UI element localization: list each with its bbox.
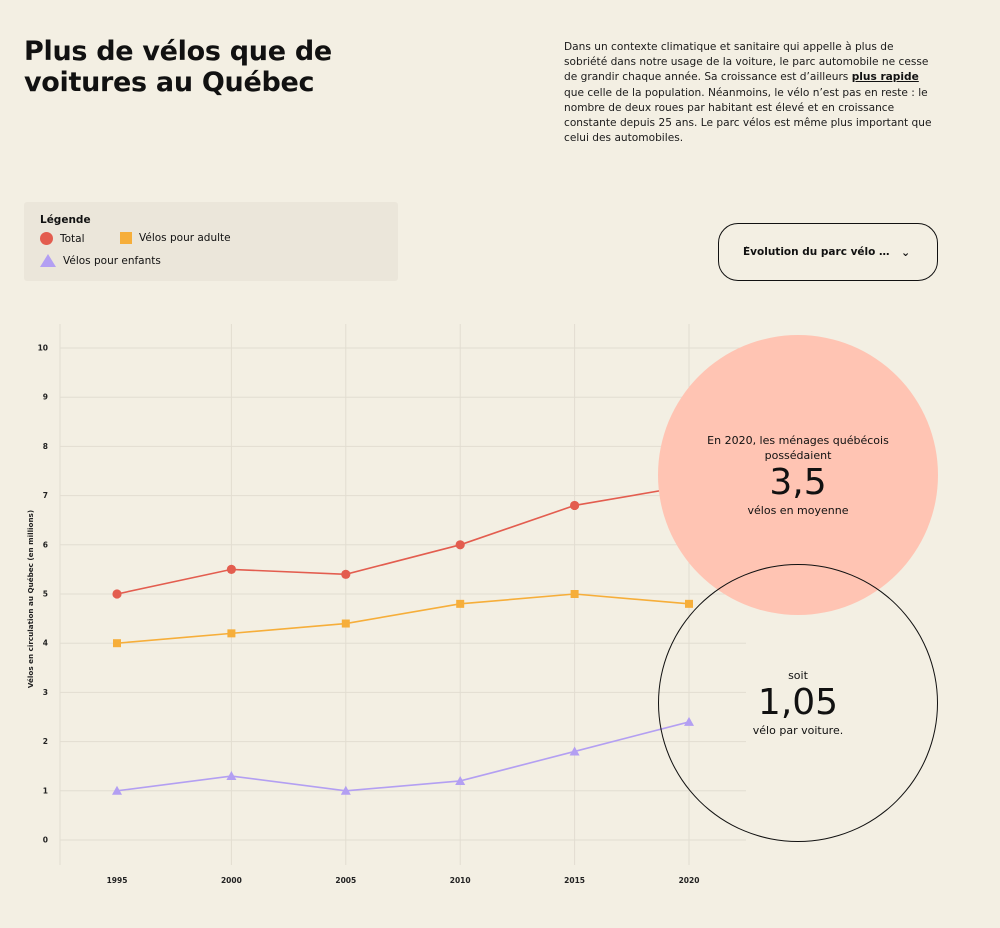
circle-marker-icon <box>40 232 53 245</box>
x-tick-label: 2000 <box>221 876 242 885</box>
average-callout-intro: En 2020, les ménages québécois possédaie… <box>707 433 889 462</box>
legend-label-total: Total <box>60 232 85 245</box>
data-point[interactable] <box>226 771 237 781</box>
data-point[interactable] <box>226 564 236 574</box>
selector-label: Évolution du parc vélo qu... <box>743 246 895 258</box>
chevron-down-icon: ⌄ <box>901 245 911 259</box>
y-axis-title: Vélos en circulation au Québec (en milli… <box>26 510 35 688</box>
legend-panel: Légende Total Vélos pour adulte Vélos po… <box>24 202 398 281</box>
data-point[interactable] <box>112 785 122 795</box>
ratio-callout-intro: soit <box>788 669 808 682</box>
series-line <box>116 593 690 644</box>
y-tick-label: 8 <box>43 442 48 451</box>
ratio-callout-value: 1,05 <box>757 682 839 723</box>
plus-rapide-link[interactable]: plus rapide <box>851 71 919 84</box>
y-tick-label: 7 <box>43 491 48 500</box>
y-tick-label: 5 <box>43 590 48 599</box>
series-triangle <box>112 716 694 795</box>
data-point[interactable] <box>569 746 580 756</box>
data-point[interactable] <box>570 590 579 598</box>
series-line <box>116 484 690 595</box>
data-point[interactable] <box>685 599 693 608</box>
legend-label-adult: Vélos pour adulte <box>139 232 231 244</box>
x-tick-label: 1995 <box>107 876 128 885</box>
intro-paragraph: Dans un contexte climatique et sanitaire… <box>564 40 940 146</box>
data-point[interactable] <box>227 629 236 638</box>
line-chart: 0 1 2 3 4 5 6 7 8 9 10 1995 2000 2005 2010 2015 2020 Vél… <box>26 324 746 886</box>
legend-label-children: Vélos pour enfants <box>63 254 161 267</box>
square-marker-icon <box>120 232 132 244</box>
y-tick-label: 9 <box>43 393 48 402</box>
page-title: Plus de vélos que de voitures au Québec <box>24 36 332 98</box>
data-point[interactable] <box>341 619 350 628</box>
data-point[interactable] <box>340 785 351 795</box>
legend-item-total: Total <box>40 232 85 245</box>
intro-text-end: que celle de la population. Néanmoins, l… <box>564 86 932 145</box>
triangle-marker-icon <box>40 254 56 267</box>
data-point[interactable] <box>112 589 122 599</box>
data-point[interactable] <box>570 500 580 511</box>
data-point[interactable] <box>455 775 466 785</box>
ratio-callout: soit 1,05 vélo par voiture. <box>658 564 938 842</box>
y-tick-label: 0 <box>43 836 48 845</box>
data-point[interactable] <box>456 599 465 608</box>
y-tick-label: 2 <box>43 737 48 746</box>
series-square <box>113 590 693 648</box>
y-tick-label: 3 <box>43 688 48 697</box>
y-tick-label: 4 <box>43 639 48 648</box>
intro-text-start: Dans un contexte climatique et sanitaire… <box>564 41 929 84</box>
data-point[interactable] <box>455 540 465 550</box>
chart-grid <box>59 324 746 865</box>
series-line <box>116 721 690 792</box>
x-tick-label: 2020 <box>679 876 700 885</box>
x-tick-label: 2010 <box>450 876 471 885</box>
average-callout-caption: vélos en moyenne <box>747 503 849 517</box>
y-tick-label: 6 <box>43 540 48 549</box>
chart-selector-dropdown[interactable]: Évolution du parc vélo qu... ⌄ <box>718 223 938 281</box>
chart-axes: 0 1 2 3 4 5 6 7 8 9 10 1995 2000 2005 2010 2015 2020 <box>38 344 700 886</box>
data-point[interactable] <box>113 639 121 648</box>
chart-series <box>112 481 694 795</box>
average-callout-value: 3,5 <box>769 461 827 503</box>
legend-item-children: Vélos pour enfants <box>40 254 161 267</box>
x-tick-label: 2015 <box>564 876 585 885</box>
ratio-callout-caption: vélo par voiture. <box>752 724 844 737</box>
data-point[interactable] <box>341 569 351 579</box>
y-tick-label: 10 <box>38 344 48 353</box>
series-circle <box>112 481 694 599</box>
legend-title: Légende <box>40 214 91 226</box>
x-tick-label: 2005 <box>335 876 356 885</box>
y-tick-label: 1 <box>43 786 48 795</box>
legend-item-adult: Vélos pour adulte <box>120 232 231 244</box>
